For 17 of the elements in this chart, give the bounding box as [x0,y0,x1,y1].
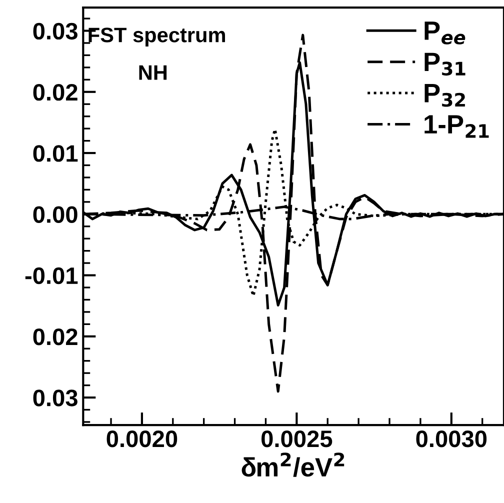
y-tick-label: 0.02 [33,328,78,346]
y-tick-label: 0.01 [33,145,78,162]
y-tick-label: 0.03 [33,22,78,40]
y-tick-label: -0.01 [25,267,78,284]
legend-label: P$_{ee}$ [424,22,466,44]
annotation: NH [139,65,167,80]
x-tick-label: 0.0020 [106,430,178,448]
legend-label: 1-P$_{21}$ [424,115,489,138]
x-tick-label: 0.0025 [262,430,332,448]
y-tick-label: 0.00 [33,206,78,223]
y-tick-label: 0.02 [33,84,78,101]
x-axis-title: δm$^{2}$/eV$^{2}$ [242,452,344,477]
legend-label: P$_{32}$ [424,84,465,107]
annotation: FST spectrum [88,28,225,46]
y-tick-label: 0.03 [33,390,78,406]
legend-label: P$_{31}$ [424,52,466,76]
x-tick-label: 0.0030 [416,430,487,448]
